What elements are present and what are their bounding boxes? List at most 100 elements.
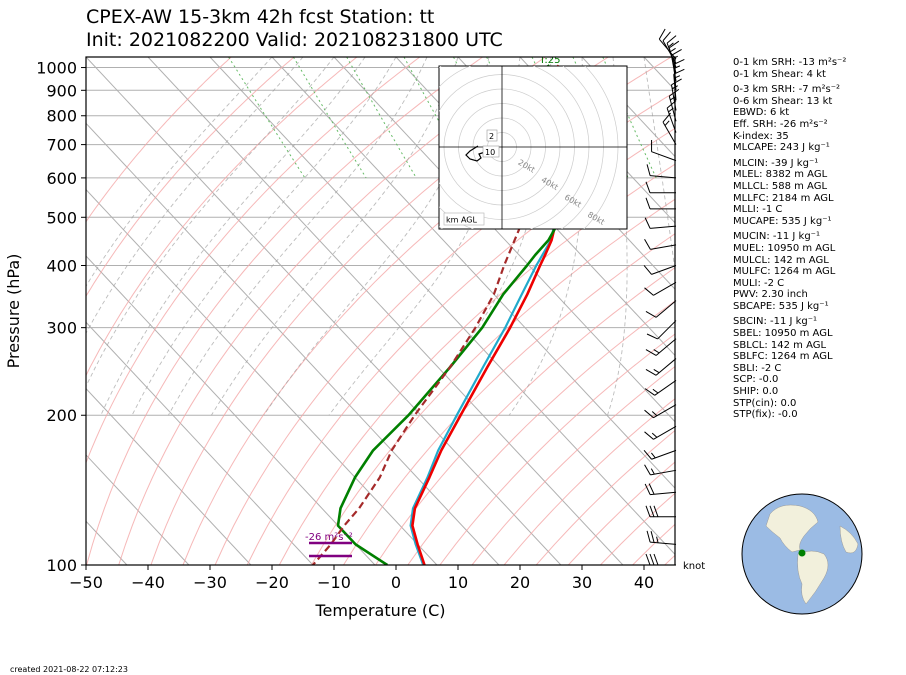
y-tick-label: 400 xyxy=(46,256,77,275)
globe-south-america xyxy=(797,550,829,605)
created-timestamp: created 2021-08-22 07:12:23 xyxy=(10,665,128,674)
plot-frame xyxy=(85,56,676,566)
wind-barb-half-flag xyxy=(651,432,658,438)
isotherm-line xyxy=(581,57,675,158)
wind-barb-flag xyxy=(666,35,677,44)
dry-adiabat xyxy=(86,57,421,465)
wind-barb-shaft xyxy=(653,425,677,440)
index-row: 0-1 km SRH: -13 m²s⁻² xyxy=(733,57,847,68)
wind-barb-half-flag xyxy=(653,349,660,354)
y-axis-label: Pressure (hPa) xyxy=(4,254,23,369)
x-tick-label: 0 xyxy=(391,573,401,592)
wind-barb-flag xyxy=(673,59,685,65)
wind-barb-flag xyxy=(644,431,654,440)
wind-barb-flag xyxy=(643,265,652,275)
x-tick-label: 30 xyxy=(572,573,592,592)
y-tick-label: 800 xyxy=(46,107,77,126)
wind-barb-flag xyxy=(649,505,655,517)
wind-barb xyxy=(646,530,677,545)
wind-barb-shaft xyxy=(654,379,677,396)
moist-adiabat xyxy=(86,57,273,288)
dry-adiabat xyxy=(86,57,232,223)
wind-barb-half-flag xyxy=(653,368,660,374)
x-tick-label: 20 xyxy=(510,573,530,592)
index-row: 0-1 km Shear: 4 kt xyxy=(733,68,826,80)
wind-barb-shaft xyxy=(662,121,677,145)
lcl-label: T:25 xyxy=(538,55,560,66)
x-tick-label: −40 xyxy=(131,573,165,592)
chart-title: CPEX-AW 15-3km 42h fcst Station: tt xyxy=(86,6,435,28)
isotherm-line xyxy=(86,321,314,565)
wind-barb xyxy=(644,239,677,250)
index-row: MUCAPE: 535 J kg⁻¹ xyxy=(733,215,832,227)
wind-barb-half-flag xyxy=(670,96,676,101)
wind-barb-shaft xyxy=(666,107,677,133)
y-tick-label: 200 xyxy=(46,406,77,425)
index-row: MLLCL: 588 m AGL xyxy=(733,180,828,192)
station-marker xyxy=(798,549,806,557)
wind-barb xyxy=(644,483,677,496)
wind-barb-half-flag xyxy=(670,47,676,53)
wind-barb-shaft xyxy=(650,491,677,496)
index-row: MULFC: 1264 m AGL xyxy=(733,266,836,278)
wind-barb-flag xyxy=(644,287,654,296)
wind-barb-shaft xyxy=(650,541,677,545)
index-row: SHIP: 0.0 xyxy=(733,386,779,398)
wind-barb-half-flag xyxy=(651,411,658,417)
dry-adiabat xyxy=(407,300,675,565)
index-row: MULCL: 142 m AGL xyxy=(733,254,829,266)
x-tick-label: 40 xyxy=(634,573,654,592)
x-tick-label: −10 xyxy=(317,573,351,592)
index-row: MUCIN: -11 J kg⁻¹ xyxy=(733,231,820,243)
wind-barb xyxy=(646,320,677,340)
wind-barb xyxy=(645,197,676,210)
dry-adiabat xyxy=(375,267,675,565)
wind-barb-shaft xyxy=(670,84,677,111)
index-row: SBLFC: 1264 m AGL xyxy=(733,351,833,363)
wind-barb-shaft xyxy=(651,265,677,275)
index-row: MLEL: 8382 m AGL xyxy=(733,169,828,181)
dry-adiabat xyxy=(86,57,295,298)
index-row: MLCAPE: 243 J kg⁻¹ xyxy=(733,142,830,154)
wind-barb xyxy=(644,379,677,396)
globe-north-america xyxy=(765,504,819,553)
globe-locator xyxy=(741,493,863,615)
moist-adiabat xyxy=(100,57,366,416)
mixing-ratio-line xyxy=(228,57,306,179)
dry-adiabat xyxy=(439,333,675,565)
wind-barb xyxy=(645,338,677,356)
moist-adiabat xyxy=(211,57,459,416)
wind-barb xyxy=(645,505,676,518)
wind-barbs: knot xyxy=(643,28,705,572)
isotherm-line xyxy=(86,454,190,565)
hodograph-trace xyxy=(465,145,486,162)
wind-barb-flag xyxy=(671,78,682,86)
isotherm-line xyxy=(209,57,675,556)
wind-barb-shaft xyxy=(658,38,677,60)
isotherm-line xyxy=(0,57,3,565)
wind-barb-flag xyxy=(646,333,658,340)
wind-barb-half-flag xyxy=(656,536,659,543)
wind-barb-shaft xyxy=(668,95,677,122)
wind-barb xyxy=(643,265,677,275)
dry-adiabat xyxy=(86,57,483,565)
hodograph-legend: km AGL xyxy=(446,216,478,225)
moist-adiabat xyxy=(86,57,304,335)
index-row: SBCAPE: 535 J kg⁻¹ xyxy=(733,300,829,312)
moist-adiabat xyxy=(131,57,397,416)
dry-adiabat xyxy=(343,233,675,565)
wind-barb-shaft xyxy=(651,151,677,162)
wind-barb-flag xyxy=(671,49,682,56)
wind-barb xyxy=(644,425,677,440)
dry-adiabat xyxy=(310,198,675,565)
wind-barb xyxy=(645,300,677,318)
srh-label: -26 m²s⁻² xyxy=(305,532,353,543)
wind-barb xyxy=(644,464,677,476)
wind-barb-flag xyxy=(645,505,651,517)
isotherm-line xyxy=(86,188,438,565)
y-tick-label: 1000 xyxy=(36,59,77,78)
wind-barb-flag xyxy=(649,553,655,566)
hodograph-height-marker: 2 xyxy=(489,132,494,141)
wind-barb-flag xyxy=(646,530,651,543)
wind-barb-flag xyxy=(644,483,651,495)
